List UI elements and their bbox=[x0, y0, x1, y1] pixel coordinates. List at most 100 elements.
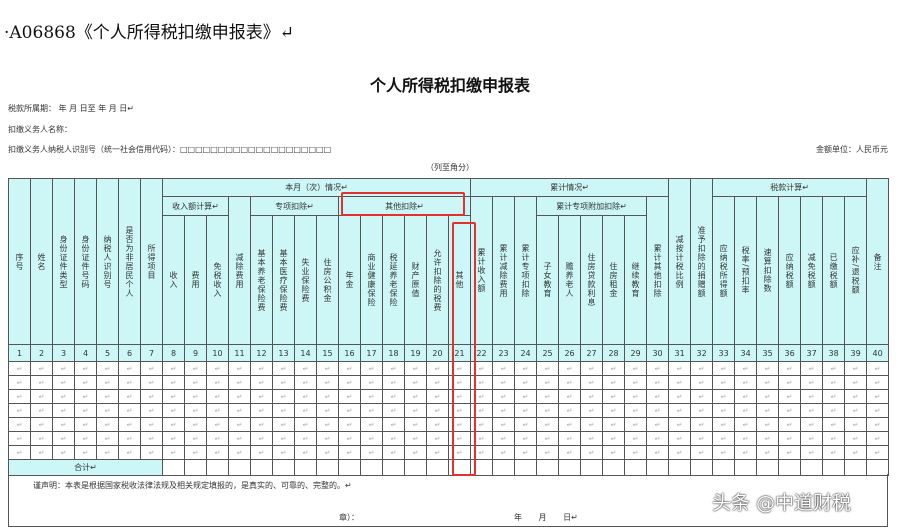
table-cell[interactable] bbox=[382, 389, 405, 404]
table-cell[interactable] bbox=[624, 375, 648, 390]
table-cell[interactable] bbox=[778, 375, 802, 390]
table-cell[interactable] bbox=[140, 375, 163, 390]
table-cell[interactable] bbox=[822, 445, 846, 460]
table-cell[interactable] bbox=[602, 417, 626, 432]
table-cell[interactable] bbox=[426, 389, 449, 404]
table-cell[interactable] bbox=[74, 431, 97, 446]
table-cell[interactable] bbox=[492, 431, 516, 446]
table-cell[interactable] bbox=[514, 375, 538, 390]
table-cell[interactable] bbox=[360, 403, 383, 418]
table-cell[interactable] bbox=[294, 361, 317, 376]
table-cell[interactable] bbox=[822, 375, 846, 390]
table-cell[interactable] bbox=[712, 403, 736, 418]
table-cell[interactable] bbox=[492, 417, 516, 432]
table-cell[interactable] bbox=[118, 403, 141, 418]
table-cell[interactable] bbox=[206, 431, 229, 446]
table-cell[interactable] bbox=[96, 375, 119, 390]
table-cell[interactable] bbox=[404, 403, 427, 418]
table-cell[interactable] bbox=[294, 389, 317, 404]
table-cell[interactable] bbox=[866, 417, 890, 432]
table-cell[interactable] bbox=[228, 417, 251, 432]
table-cell[interactable] bbox=[646, 445, 670, 460]
table-cell[interactable] bbox=[316, 375, 339, 390]
table-cell[interactable] bbox=[712, 417, 736, 432]
table-cell[interactable] bbox=[118, 375, 141, 390]
table-cell[interactable] bbox=[140, 389, 163, 404]
table-cell[interactable] bbox=[668, 389, 692, 404]
table-cell[interactable] bbox=[140, 431, 163, 446]
table-cell[interactable] bbox=[690, 403, 714, 418]
table-cell[interactable] bbox=[602, 403, 626, 418]
table-cell[interactable] bbox=[602, 375, 626, 390]
table-cell[interactable] bbox=[338, 403, 361, 418]
table-cell[interactable] bbox=[8, 361, 31, 376]
table-cell[interactable] bbox=[800, 375, 824, 390]
table-cell[interactable] bbox=[206, 445, 229, 460]
table-cell[interactable] bbox=[558, 403, 582, 418]
table-cell[interactable] bbox=[426, 375, 449, 390]
table-cell[interactable] bbox=[536, 417, 560, 432]
table-cell[interactable] bbox=[206, 403, 229, 418]
table-cell[interactable] bbox=[712, 445, 736, 460]
table-cell[interactable] bbox=[360, 375, 383, 390]
table-cell[interactable] bbox=[514, 445, 538, 460]
table-cell[interactable] bbox=[756, 431, 780, 446]
table-cell[interactable] bbox=[844, 361, 868, 376]
table-cell[interactable] bbox=[118, 389, 141, 404]
table-cell[interactable] bbox=[294, 431, 317, 446]
table-cell[interactable] bbox=[734, 431, 758, 446]
table-cell[interactable] bbox=[250, 417, 273, 432]
table-cell[interactable] bbox=[162, 403, 185, 418]
table-cell[interactable] bbox=[250, 389, 273, 404]
table-cell[interactable] bbox=[844, 431, 868, 446]
table-cell[interactable] bbox=[558, 361, 582, 376]
table-cell[interactable] bbox=[426, 431, 449, 446]
table-cell[interactable] bbox=[8, 403, 31, 418]
table-cell[interactable] bbox=[52, 403, 75, 418]
table-cell[interactable] bbox=[426, 361, 449, 376]
table-cell[interactable] bbox=[580, 417, 604, 432]
table-cell[interactable] bbox=[690, 375, 714, 390]
table-cell[interactable] bbox=[184, 361, 207, 376]
table-cell[interactable] bbox=[756, 361, 780, 376]
table-cell[interactable] bbox=[272, 361, 295, 376]
table-cell[interactable] bbox=[316, 361, 339, 376]
table-cell[interactable] bbox=[162, 389, 185, 404]
table-cell[interactable] bbox=[338, 375, 361, 390]
table-cell[interactable] bbox=[822, 417, 846, 432]
table-cell[interactable] bbox=[118, 431, 141, 446]
table-cell[interactable] bbox=[712, 361, 736, 376]
table-cell[interactable] bbox=[382, 417, 405, 432]
table-cell[interactable] bbox=[866, 431, 890, 446]
table-cell[interactable] bbox=[382, 445, 405, 460]
table-cell[interactable] bbox=[96, 389, 119, 404]
table-cell[interactable] bbox=[228, 403, 251, 418]
table-cell[interactable] bbox=[580, 375, 604, 390]
table-cell[interactable] bbox=[52, 389, 75, 404]
table-cell[interactable] bbox=[602, 431, 626, 446]
table-cell[interactable] bbox=[426, 417, 449, 432]
table-cell[interactable] bbox=[536, 403, 560, 418]
table-cell[interactable] bbox=[96, 445, 119, 460]
table-cell[interactable] bbox=[866, 403, 890, 418]
table-cell[interactable] bbox=[844, 389, 868, 404]
table-cell[interactable] bbox=[712, 431, 736, 446]
table-cell[interactable] bbox=[382, 361, 405, 376]
table-cell[interactable] bbox=[822, 431, 846, 446]
table-cell[interactable] bbox=[404, 445, 427, 460]
table-cell[interactable] bbox=[646, 417, 670, 432]
table-cell[interactable] bbox=[96, 361, 119, 376]
table-cell[interactable] bbox=[668, 361, 692, 376]
table-cell[interactable] bbox=[646, 431, 670, 446]
table-cell[interactable] bbox=[206, 389, 229, 404]
table-cell[interactable] bbox=[316, 445, 339, 460]
table-cell[interactable] bbox=[492, 375, 516, 390]
table-cell[interactable] bbox=[96, 417, 119, 432]
table-cell[interactable] bbox=[734, 445, 758, 460]
table-cell[interactable] bbox=[778, 403, 802, 418]
table-cell[interactable] bbox=[52, 445, 75, 460]
table-cell[interactable] bbox=[228, 361, 251, 376]
table-cell[interactable] bbox=[272, 445, 295, 460]
table-cell[interactable] bbox=[514, 403, 538, 418]
table-cell[interactable] bbox=[184, 431, 207, 446]
